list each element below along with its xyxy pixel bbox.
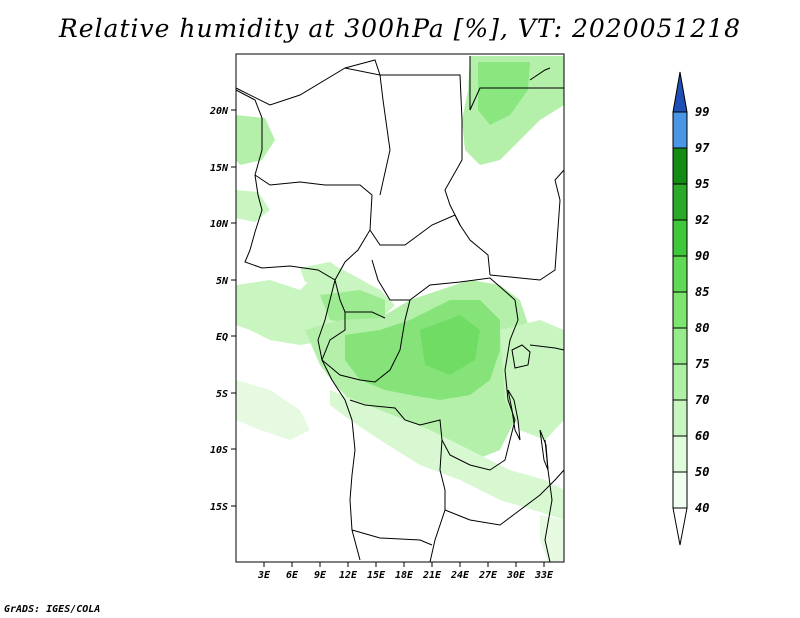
lat-tick-label: 5S — [216, 389, 228, 400]
colorbar-label: 99 — [695, 105, 709, 119]
lake-victoria — [511, 344, 531, 369]
colorbar-label: 85 — [695, 285, 709, 299]
border-car-south — [371, 259, 516, 301]
footer-credit: GrADS: IGES/COLA — [4, 604, 101, 615]
colorbar-label: 70 — [695, 393, 709, 407]
humidity-area-far-south — [540, 515, 564, 562]
map-frame — [235, 53, 565, 563]
lon-tick-label: 12E — [339, 570, 358, 581]
colorbar-label: 92 — [695, 213, 709, 227]
coast-red-sea — [529, 67, 551, 81]
colorbar-segment-40 — [672, 471, 688, 509]
lon-tick-label: 27E — [478, 570, 498, 581]
lon-tick-label: 18E — [395, 570, 414, 581]
lat-tick-label: 20N — [209, 106, 229, 117]
humidity-area-equator-west — [320, 290, 385, 325]
map-boundaries — [235, 56, 565, 563]
colorbar-top-arrow — [672, 71, 688, 113]
coastline-west-africa — [235, 89, 361, 561]
humidity-area-congo-inner — [420, 315, 480, 375]
border-zambia-south — [444, 469, 565, 526]
colorbar-label: 97 — [695, 141, 710, 155]
colorbar-label: 75 — [695, 357, 709, 371]
border-chad-niger — [344, 59, 381, 76]
border-congo — [321, 299, 411, 383]
colorbar-label: 80 — [695, 321, 709, 335]
border-egypt-libya — [469, 56, 564, 111]
border-sudan-egypt — [380, 74, 491, 276]
colorbar-segment-60 — [672, 399, 688, 437]
humidity-area-southwest — [236, 380, 310, 440]
border-drc-east — [504, 299, 519, 441]
colorbar-label: 40 — [695, 501, 709, 515]
colorbar-segment-97 — [672, 111, 688, 149]
colorbar-label: 60 — [695, 429, 709, 443]
colorbar-segment-95 — [672, 147, 688, 185]
lat-tick-label: 15N — [210, 163, 229, 174]
humidity-area-west-15n — [236, 115, 275, 165]
lon-tick-label: 15E — [367, 570, 386, 581]
lon-tick-label: 24E — [450, 570, 470, 581]
colorbar-segment-80 — [672, 291, 688, 329]
humidity-area-west-10n — [236, 190, 270, 222]
border-chad-car — [369, 214, 461, 246]
border-kenya-tanzania — [529, 344, 565, 351]
map-title: Relative humidity at 300hPa [%], VT: 202… — [58, 14, 742, 43]
lon-tick-label: 9E — [314, 570, 327, 581]
lake-tanganyika — [507, 389, 521, 441]
colorbar-segment-90 — [672, 219, 688, 257]
colorbar-segment-50 — [672, 435, 688, 473]
border-drc-south — [349, 399, 511, 471]
lat-axis: 20N 15N 10N 5N EQ 5S 10S 15S — [209, 106, 236, 513]
lat-tick-label: 10N — [210, 219, 229, 230]
colorbar-segment-85 — [672, 255, 688, 293]
border-angola-zambia — [429, 439, 446, 563]
border-sahara-north — [235, 67, 391, 196]
colorbar-bottom-arrow — [672, 507, 688, 546]
lon-axis: 3E 6E 9E 12E 15E 18E 21E 24E 27E 30E 33E — [257, 562, 554, 581]
lon-tick-label: 33E — [534, 570, 554, 581]
lat-tick-label: EQ — [216, 332, 228, 343]
colorbar-segment-75 — [672, 327, 688, 365]
lon-tick-label: 6E — [286, 570, 299, 581]
border-nigeria — [254, 174, 373, 281]
lon-tick-label: 3E — [257, 570, 271, 581]
humidity-area-south-band — [330, 390, 564, 520]
humidity-area-northeast-core — [478, 62, 530, 125]
lon-tick-label: 30E — [506, 570, 526, 581]
lat-tick-label: 10S — [210, 445, 228, 456]
border-namibia — [351, 529, 433, 546]
colorbar-label: 50 — [695, 465, 709, 479]
lat-tick-label: 5N — [216, 276, 229, 287]
lake-malawi — [539, 429, 549, 471]
lon-tick-label: 21E — [422, 570, 442, 581]
colorbar-label: 95 — [695, 177, 709, 191]
colorbar-segment-92 — [672, 183, 688, 221]
lat-tick-label: 15S — [210, 502, 228, 513]
colorbar: 40 50 60 70 75 80 85 90 92 95 97 99 — [672, 71, 710, 546]
colorbar-segment-70 — [672, 363, 688, 401]
border-east-africa — [489, 169, 565, 281]
colorbar-label: 90 — [695, 249, 709, 263]
